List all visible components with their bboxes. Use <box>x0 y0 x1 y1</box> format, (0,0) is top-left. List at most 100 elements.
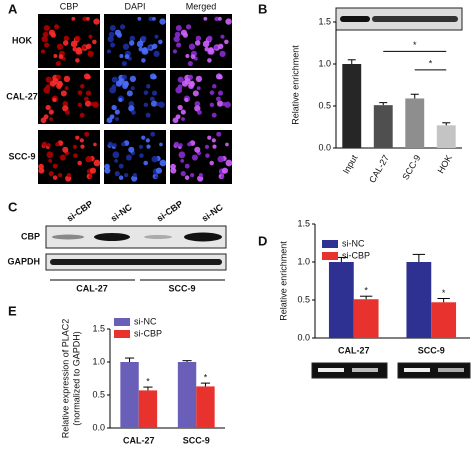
nucleus <box>45 76 52 83</box>
nucleus <box>196 86 201 91</box>
nucleus <box>72 46 78 52</box>
nucleus <box>114 109 120 115</box>
significance-mark: * <box>146 376 150 386</box>
legend-swatch <box>322 252 338 260</box>
nucleus <box>180 109 186 115</box>
nucleus <box>198 173 203 178</box>
nucleus <box>141 135 146 140</box>
gel-band <box>438 368 464 372</box>
y-tick-label: 0.0 <box>92 422 105 432</box>
nucleus <box>49 117 53 121</box>
bar <box>406 262 432 338</box>
nucleus <box>53 24 60 30</box>
nucleus <box>195 75 203 83</box>
nucleus <box>76 47 82 53</box>
nucleus <box>170 167 177 174</box>
panel-label: E <box>8 303 17 318</box>
legend-label: si-CBP <box>134 328 162 338</box>
nucleus <box>190 54 196 60</box>
nucleus <box>48 171 54 177</box>
nucleus <box>149 73 157 80</box>
nucleus <box>112 151 120 159</box>
nucleus <box>72 144 78 149</box>
group-label: SCC-9 <box>168 283 195 293</box>
nucleus <box>209 102 215 108</box>
bar <box>342 64 362 148</box>
nucleus <box>89 167 97 174</box>
nucleus <box>112 143 117 148</box>
nucleus <box>46 143 51 148</box>
nucleus <box>203 16 208 21</box>
nucleus <box>189 81 195 87</box>
y-tick-label: 0.5 <box>318 100 331 110</box>
bar <box>405 98 425 148</box>
y-tick-label: 1.0 <box>92 356 105 366</box>
gel-band <box>318 368 344 372</box>
nucleus <box>77 160 82 166</box>
nucleus <box>119 54 124 58</box>
nucleus <box>58 54 64 60</box>
nucleus <box>150 100 158 107</box>
blot-band <box>94 233 130 241</box>
nucleus <box>118 163 124 169</box>
nucleus <box>109 24 116 31</box>
nucleus <box>40 49 46 54</box>
protein-label: GAPDH <box>7 256 40 266</box>
nucleus <box>55 142 60 147</box>
nucleus <box>128 146 135 153</box>
panel-label: C <box>8 199 18 214</box>
nucleus <box>124 172 129 178</box>
legend-label: si-CBP <box>342 250 370 260</box>
nucleus <box>122 43 130 50</box>
nucleus <box>70 40 78 48</box>
legend-swatch <box>114 330 130 338</box>
nucleus <box>202 40 210 48</box>
nucleus <box>222 102 227 107</box>
significance-mark: * <box>204 372 208 382</box>
y-tick-label: 0.5 <box>297 294 310 304</box>
nucleus <box>173 35 180 43</box>
nucleus <box>85 90 92 96</box>
nucleus <box>191 154 198 161</box>
blot-band <box>144 235 172 239</box>
nucleus <box>220 34 225 39</box>
nucleus <box>216 131 222 137</box>
micrograph <box>170 14 232 68</box>
x-tick-label: CAL-27 <box>123 435 155 445</box>
panel-label: B <box>258 1 267 16</box>
nucleus <box>121 61 127 67</box>
nucleus <box>138 46 144 52</box>
nucleus <box>212 144 217 149</box>
nucleus <box>154 175 159 179</box>
gel-frame <box>311 362 388 379</box>
nucleus <box>150 96 155 102</box>
nucleus <box>62 105 69 112</box>
nucleus <box>209 160 214 166</box>
nucleus <box>53 54 58 58</box>
nucleus <box>205 153 210 158</box>
nucleus <box>128 40 135 46</box>
nucleus <box>41 35 48 43</box>
gel-band <box>404 368 430 372</box>
y-tick-label: 1.5 <box>318 16 331 26</box>
nucleus <box>177 76 184 83</box>
blot-band <box>372 16 458 22</box>
x-tick-label: SCC-9 <box>183 435 210 445</box>
nucleus <box>88 34 93 39</box>
nucleus <box>52 78 59 85</box>
nucleus <box>107 35 114 43</box>
nucleus <box>119 24 126 30</box>
comparison-mark: * <box>429 58 433 68</box>
gel-band <box>352 368 378 372</box>
nucleus <box>143 102 149 108</box>
nucleus <box>188 43 196 50</box>
bar <box>373 105 393 148</box>
panel-label: A <box>8 1 18 16</box>
column-label: CBP <box>60 1 79 11</box>
nucleus <box>175 24 182 31</box>
nucleus <box>148 45 153 50</box>
nucleus <box>56 43 64 50</box>
nucleus <box>123 81 129 87</box>
nucleus <box>128 100 135 107</box>
